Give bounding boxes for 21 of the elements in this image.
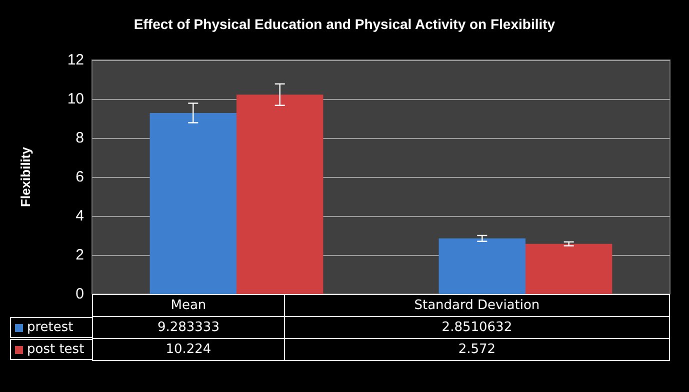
data-label: 2.572 (284, 338, 670, 360)
x-tick-label: Mean (92, 294, 284, 316)
y-tick-label: 10 (67, 90, 84, 108)
data-label: 9.283333 (92, 316, 284, 338)
y-tick-label: 0 (76, 286, 84, 302)
y-tick-label: 6 (76, 168, 84, 186)
bar (438, 238, 526, 294)
y-tick-label: 4 (76, 208, 84, 224)
bar (150, 112, 236, 294)
y-tick-label: 2 (76, 246, 84, 264)
bar (526, 244, 612, 294)
legend-label: post test (27, 342, 84, 357)
x-tick-label: Standard Deviation (284, 294, 670, 316)
y-tick-label: 12 (67, 52, 84, 68)
legend-label: pretest (27, 320, 74, 335)
data-label: 2.8510632 (284, 316, 670, 338)
bar (236, 94, 324, 294)
data-label: 10.224 (92, 338, 284, 360)
chart-title: Effect of Physical Education and Physical Activity on Flexibility (134, 16, 556, 32)
y-axis-title: Flexibility (18, 146, 33, 207)
y-tick-label: 8 (76, 130, 84, 146)
